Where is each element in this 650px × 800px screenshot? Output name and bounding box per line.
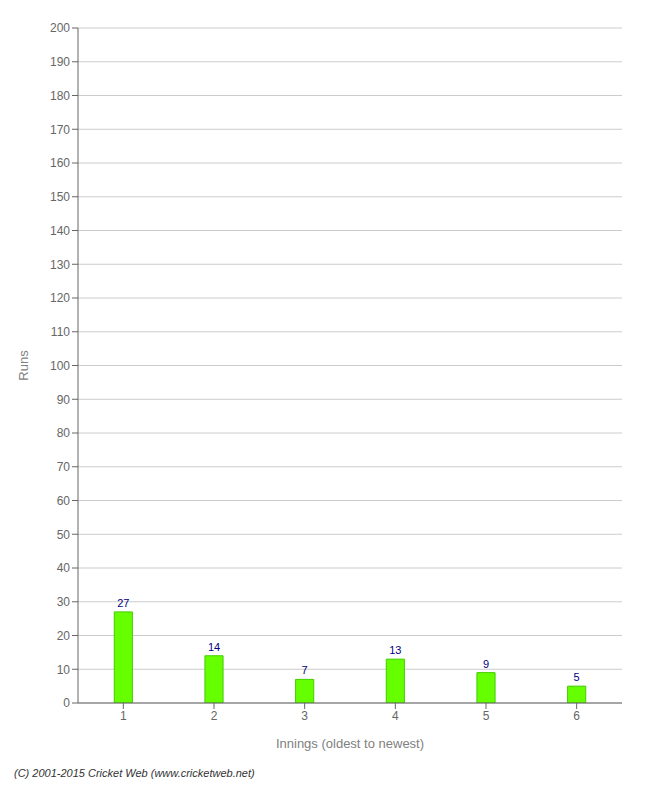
svg-text:5: 5 bbox=[483, 709, 490, 723]
svg-text:190: 190 bbox=[50, 55, 70, 69]
svg-text:20: 20 bbox=[57, 629, 71, 643]
svg-text:30: 30 bbox=[57, 595, 71, 609]
svg-text:Innings (oldest to newest): Innings (oldest to newest) bbox=[276, 736, 424, 751]
svg-text:140: 140 bbox=[50, 224, 70, 238]
svg-text:130: 130 bbox=[50, 258, 70, 272]
svg-text:70: 70 bbox=[57, 460, 71, 474]
svg-text:170: 170 bbox=[50, 123, 70, 137]
svg-text:200: 200 bbox=[50, 21, 70, 35]
svg-text:80: 80 bbox=[57, 426, 71, 440]
svg-text:5: 5 bbox=[574, 671, 580, 683]
svg-text:3: 3 bbox=[301, 709, 308, 723]
svg-text:Runs: Runs bbox=[16, 350, 31, 381]
svg-text:110: 110 bbox=[51, 325, 70, 339]
svg-text:120: 120 bbox=[50, 291, 70, 305]
svg-text:27: 27 bbox=[117, 597, 129, 609]
svg-text:2: 2 bbox=[211, 709, 218, 723]
svg-text:40: 40 bbox=[57, 561, 71, 575]
svg-text:90: 90 bbox=[57, 393, 71, 407]
svg-text:1: 1 bbox=[120, 709, 127, 723]
svg-text:0: 0 bbox=[63, 696, 70, 710]
svg-text:60: 60 bbox=[57, 494, 71, 508]
svg-text:160: 160 bbox=[50, 156, 70, 170]
svg-text:14: 14 bbox=[208, 641, 220, 653]
svg-text:13: 13 bbox=[389, 644, 401, 656]
svg-text:4: 4 bbox=[392, 709, 399, 723]
svg-text:50: 50 bbox=[57, 528, 71, 542]
svg-text:180: 180 bbox=[50, 89, 70, 103]
svg-text:10: 10 bbox=[57, 663, 71, 677]
svg-text:7: 7 bbox=[302, 664, 308, 676]
html-text:(C) 2001-2015 Cricket Web (www: (C) 2001-2015 Cricket Web (www.cricketwe… bbox=[14, 767, 255, 779]
svg-text:6: 6 bbox=[573, 709, 580, 723]
svg-text:9: 9 bbox=[483, 658, 489, 670]
svg-text:100: 100 bbox=[50, 359, 70, 373]
svg-text:150: 150 bbox=[50, 190, 70, 204]
